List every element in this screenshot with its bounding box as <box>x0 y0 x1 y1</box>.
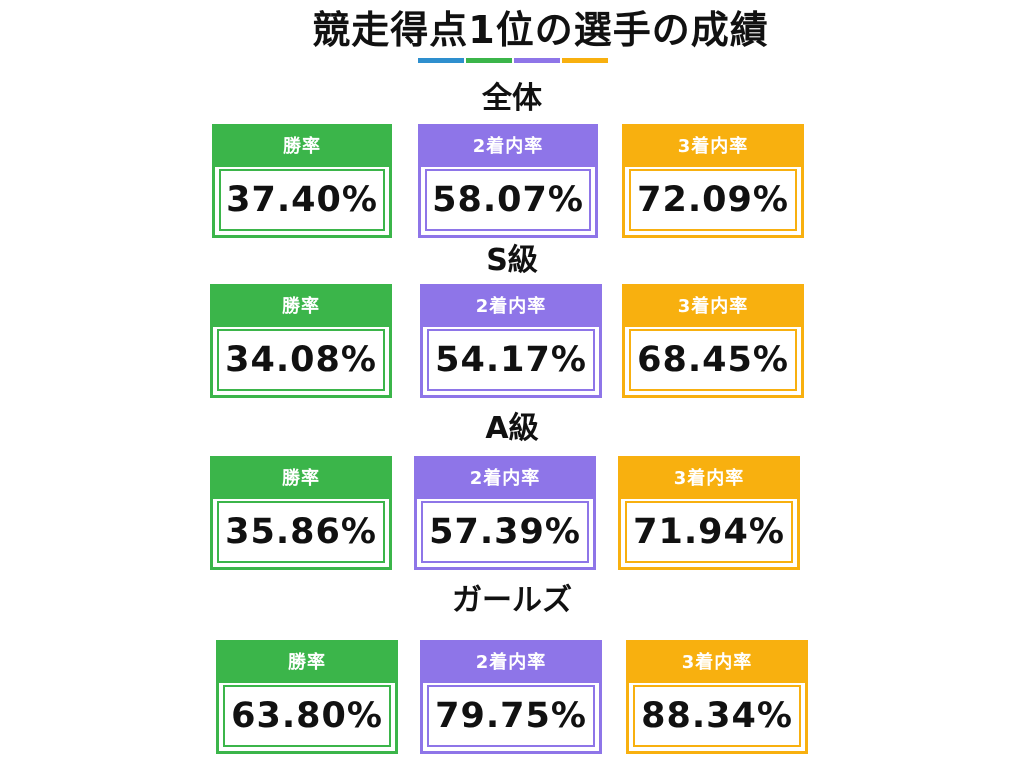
stat-card-top3-rate: 3着内率 72.09% <box>622 124 804 238</box>
stat-label: 2着内率 <box>423 287 599 327</box>
stat-label: 3着内率 <box>625 287 801 327</box>
stat-label: 勝率 <box>215 127 389 167</box>
stat-card-top3-rate: 3着内率 88.34% <box>626 640 808 754</box>
stat-card-win-rate: 勝率 37.40% <box>212 124 392 238</box>
section-title-girls: ガールズ <box>452 583 572 618</box>
stat-label: 2着内率 <box>423 643 599 683</box>
stat-card-win-rate: 勝率 34.08% <box>210 284 392 398</box>
stat-card-top2-rate: 2着内率 79.75% <box>420 640 602 754</box>
stat-card-win-rate: 勝率 63.80% <box>216 640 398 754</box>
section-title-s-class: S級 <box>486 243 538 278</box>
stat-value: 37.40% <box>219 169 385 231</box>
title-underline <box>418 58 608 63</box>
stat-label: 勝率 <box>219 643 395 683</box>
stat-card-top3-rate: 3着内率 68.45% <box>622 284 804 398</box>
page-title: 競走得点1位の選手の成績 <box>312 8 769 52</box>
section-title-a-class: A級 <box>485 411 539 446</box>
stat-label: 2着内率 <box>421 127 595 167</box>
section-title-overall: 全体 <box>482 81 542 116</box>
stat-label: 勝率 <box>213 459 389 499</box>
stat-label: 3着内率 <box>629 643 805 683</box>
stat-value: 63.80% <box>223 685 391 747</box>
stat-value: 54.17% <box>427 329 595 391</box>
stat-value: 34.08% <box>217 329 385 391</box>
stat-label: 3着内率 <box>625 127 801 167</box>
stat-card-top2-rate: 2着内率 58.07% <box>418 124 598 238</box>
stat-value: 88.34% <box>633 685 801 747</box>
underline-segment-purple <box>514 58 560 63</box>
underline-segment-green <box>466 58 512 63</box>
stat-value: 71.94% <box>625 501 793 563</box>
stat-card-win-rate: 勝率 35.86% <box>210 456 392 570</box>
stat-value: 35.86% <box>217 501 385 563</box>
underline-segment-orange <box>562 58 608 63</box>
stat-card-top3-rate: 3着内率 71.94% <box>618 456 800 570</box>
stat-value: 58.07% <box>425 169 591 231</box>
stat-label: 勝率 <box>213 287 389 327</box>
stat-value: 72.09% <box>629 169 797 231</box>
stat-label: 3着内率 <box>621 459 797 499</box>
stat-value: 57.39% <box>421 501 589 563</box>
stat-card-top2-rate: 2着内率 54.17% <box>420 284 602 398</box>
stat-label: 2着内率 <box>417 459 593 499</box>
stat-card-top2-rate: 2着内率 57.39% <box>414 456 596 570</box>
stat-value: 68.45% <box>629 329 797 391</box>
underline-segment-blue <box>418 58 464 63</box>
stat-value: 79.75% <box>427 685 595 747</box>
